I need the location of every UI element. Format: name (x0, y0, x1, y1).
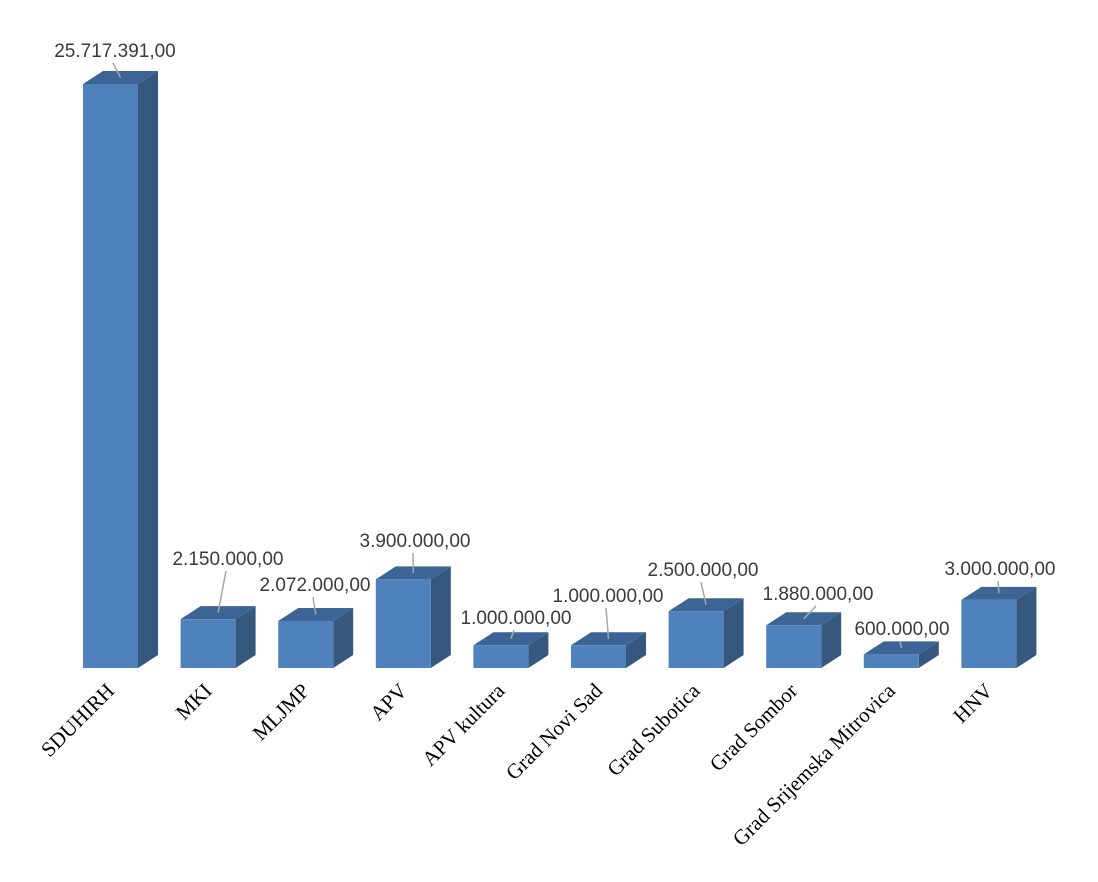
leader-line (605, 607, 610, 639)
bar-side-face (821, 612, 842, 668)
bar-side-face (918, 641, 939, 668)
data-label: 2.150.000,00 (173, 549, 284, 570)
data-label: 3.900.000,00 (360, 531, 471, 552)
data-label: 1.000.000,00 (461, 608, 572, 629)
data-label: 600.000,00 (854, 619, 949, 640)
leader-lines-group (112, 62, 1000, 649)
bar (375, 579, 431, 668)
data-label: 1.000.000,00 (553, 586, 664, 607)
data-label: 2.500.000,00 (648, 560, 759, 581)
data-label: 3.000.000,00 (945, 559, 1056, 580)
bar (668, 611, 724, 668)
tick-label: Grad Srijemska Mitrovica (728, 678, 901, 851)
tick-label: Grad Novi Sad (501, 678, 607, 784)
data-label: 1.880.000,00 (763, 584, 874, 605)
bars-group (83, 71, 1037, 668)
bar-side-face (138, 71, 158, 668)
bar (766, 625, 822, 668)
bar (571, 645, 626, 668)
bar (180, 619, 236, 668)
bar-side-face (430, 566, 451, 668)
bar (473, 645, 529, 668)
data-labels-group: 25.717.391,00 2.150.000,00 2.072.000,00 3.9… (54, 41, 1055, 640)
bar (863, 654, 919, 668)
data-label: 2.072.000,00 (260, 575, 371, 596)
bar-side-face (333, 607, 354, 668)
bar (961, 599, 1017, 668)
tick-label: APV (365, 679, 412, 726)
bar-side-face (723, 598, 744, 668)
tick-label: Grad Sombor (705, 679, 802, 776)
leader-line (997, 580, 1000, 594)
bar (278, 620, 334, 668)
leader-line (312, 596, 317, 615)
leader-line (112, 62, 122, 78)
bar-side-face (626, 632, 646, 668)
tick-label: HNV (948, 679, 997, 728)
bar-side-face (1016, 586, 1037, 668)
data-label: 25.717.391,00 (54, 41, 176, 62)
tick-label: Grad Subotica (602, 678, 705, 781)
bar-side-face (528, 632, 549, 668)
leader-line (803, 605, 817, 620)
tick-label: MKI (171, 679, 217, 725)
leader-line (217, 570, 227, 613)
bar-side-face (235, 606, 256, 668)
bar (83, 84, 138, 668)
leader-line (899, 640, 903, 649)
tick-label: APV kultura (417, 678, 510, 771)
tick-label: SDUHIRH (36, 679, 119, 762)
tick-label: MLJMP (248, 679, 314, 745)
leader-line (510, 629, 515, 640)
leader-line (700, 581, 707, 605)
